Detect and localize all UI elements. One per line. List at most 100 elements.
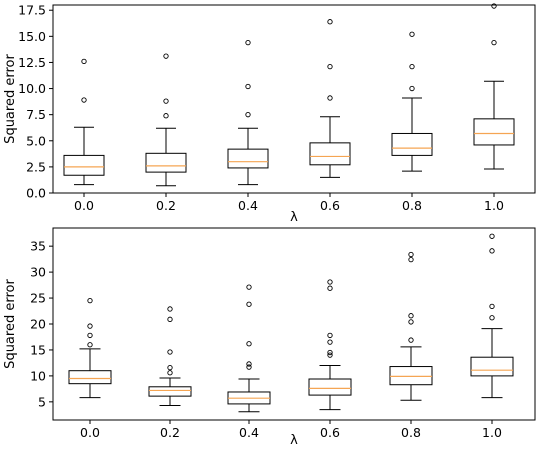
outlier-point — [408, 319, 414, 325]
bottom-plot-frame — [52, 227, 536, 421]
bottom-x-axis-label: λ — [290, 433, 298, 448]
outlier-point — [245, 83, 251, 90]
top-box-0.4 — [227, 39, 269, 186]
top-box-1.0 — [473, 3, 515, 170]
top-y-axis-label: Squared error — [3, 54, 18, 144]
outlier-point — [409, 85, 415, 92]
top-box-0.2 — [145, 53, 187, 187]
top-xtick-label: 0.4 — [238, 198, 258, 213]
outlier-point — [327, 332, 333, 339]
bottom-box-0.4 — [227, 284, 271, 413]
top-box-0.0 — [63, 58, 105, 186]
bottom-x-axis: 0.0 0.2 0.4 0.6 0.8 1.0 — [80, 420, 502, 440]
iqr-box — [389, 366, 433, 386]
outlier-point — [408, 251, 414, 258]
top-xtick-label: 0.0 — [74, 198, 94, 213]
outlier-point — [163, 113, 169, 119]
iqr-box — [227, 148, 269, 169]
top-y-axis: 0.0 2.5 5.0 7.5 10.0 12.5 15.0 17.5 — [18, 3, 53, 201]
bottom-ytick-label: 30 — [30, 265, 46, 280]
iqr-box — [391, 132, 433, 156]
top-chart: 0.02.55.07.510.012.515.017.5 0.0 0.2 0.4 0.… — [3, 3, 536, 225]
outlier-point — [327, 279, 333, 285]
outlier-point — [489, 303, 495, 310]
top-box-0.6 — [309, 19, 351, 178]
top-x-axis: 0.0 0.2 0.4 0.6 0.8 1.0 — [74, 193, 504, 213]
outlier-point — [87, 297, 93, 304]
outlier-point — [491, 39, 497, 46]
outlier-point — [491, 3, 497, 9]
iqr-box — [148, 386, 192, 397]
iqr-box — [145, 152, 187, 173]
bottom-y-axis-label: Squared error — [3, 279, 18, 369]
top-ytick-label: 17.5 — [18, 3, 46, 18]
bottom-xtick-label: 0.4 — [239, 425, 259, 440]
outlier-point — [409, 31, 415, 37]
bottom-box-0.8 — [389, 251, 433, 401]
iqr-box — [68, 370, 112, 385]
outlier-point — [87, 332, 93, 339]
outlier-point — [408, 313, 414, 319]
outlier-point — [87, 342, 93, 348]
outlier-point — [246, 301, 252, 307]
bottom-ytick-label: 20 — [30, 317, 46, 332]
bottom-xtick-label: 0.0 — [80, 425, 100, 440]
bottom-xtick-label: 1.0 — [482, 425, 502, 440]
outlier-point — [167, 370, 173, 376]
outlier-point — [489, 315, 495, 321]
bottom-ytick-label: 35 — [30, 239, 46, 254]
bottom-y-axis: 5 10 15 20 25 30 35 — [30, 239, 53, 409]
bottom-box-0.6 — [308, 279, 352, 411]
outlier-point — [246, 364, 252, 370]
top-box-0.8 — [391, 31, 433, 172]
outlier-point — [81, 58, 87, 65]
outlier-point — [163, 53, 169, 59]
iqr-box — [308, 378, 352, 396]
outlier-point — [327, 349, 333, 356]
top-x-axis-label: λ — [290, 210, 298, 225]
bottom-ytick-label: 5 — [38, 394, 46, 409]
outlier-point — [246, 284, 252, 290]
outlier-point — [327, 95, 333, 101]
outlier-point — [327, 19, 333, 25]
outlier-point — [408, 257, 414, 263]
outlier-point — [246, 341, 252, 347]
top-xtick-label: 0.2 — [156, 198, 176, 213]
top-ytick-label: 5.0 — [26, 133, 46, 148]
bottom-boxes — [68, 233, 514, 413]
top-xtick-label: 1.0 — [484, 198, 504, 213]
outlier-point — [327, 352, 333, 358]
outlier-point — [167, 349, 173, 355]
iqr-box — [470, 356, 514, 377]
top-ytick-label: 12.5 — [18, 55, 46, 70]
outlier-point — [167, 316, 173, 322]
bottom-xtick-label: 0.8 — [401, 425, 421, 440]
bottom-chart: 5 10 15 20 25 30 35 0.0 0.2 0.4 0.6 0.8 1.0 λ Squar… — [3, 227, 536, 448]
iqr-box — [63, 154, 105, 176]
top-boxes — [63, 3, 515, 187]
outlier-point — [489, 233, 495, 239]
outlier-point — [409, 63, 415, 70]
outlier-point — [167, 364, 173, 371]
bottom-xtick-label: 0.2 — [160, 425, 180, 440]
outlier-point — [327, 285, 333, 291]
outlier-point — [245, 112, 251, 118]
bottom-box-0.2 — [148, 306, 192, 406]
outlier-point — [408, 337, 414, 343]
top-xtick-label: 0.8 — [402, 198, 422, 213]
top-ytick-label: 15.0 — [18, 29, 46, 44]
bottom-ytick-label: 15 — [30, 342, 46, 357]
outlier-point — [327, 63, 333, 70]
top-ytick-label: 7.5 — [26, 107, 46, 122]
top-xtick-label: 0.6 — [320, 198, 340, 213]
top-ytick-label: 10.0 — [18, 81, 46, 96]
top-plot-frame — [52, 4, 536, 194]
iqr-box — [473, 118, 515, 146]
outlier-point — [167, 306, 173, 312]
outlier-point — [163, 98, 169, 104]
bottom-box-0.0 — [68, 297, 112, 399]
outlier-point — [327, 339, 333, 345]
outlier-point — [87, 323, 93, 329]
bottom-ytick-label: 10 — [30, 368, 46, 383]
